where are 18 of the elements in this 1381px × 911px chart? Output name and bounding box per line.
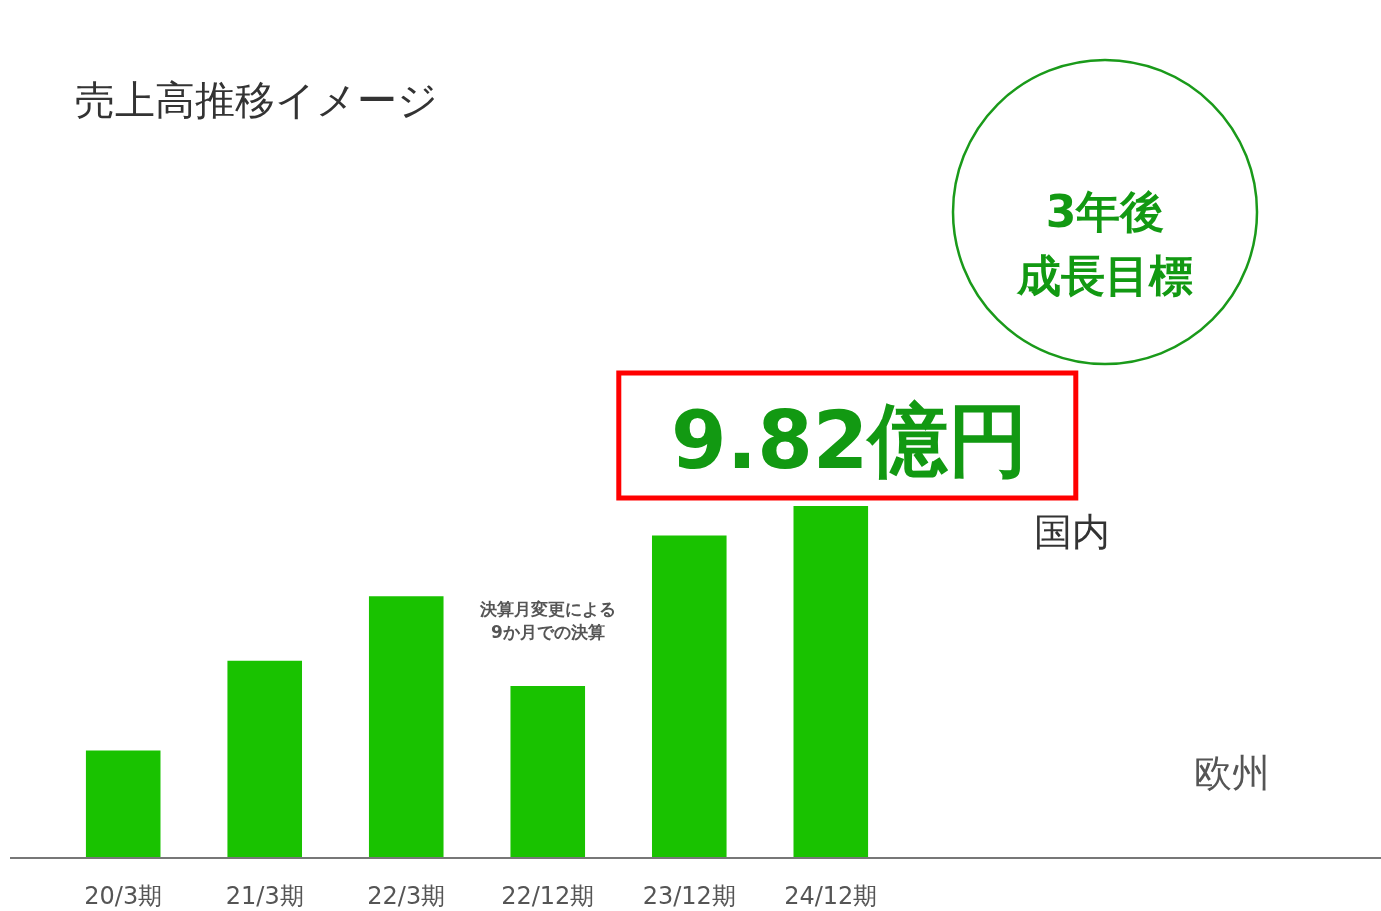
text: 国内	[1034, 510, 1110, 554]
text: 欧州	[1194, 751, 1270, 795]
bar	[793, 506, 869, 858]
bar	[510, 685, 586, 858]
bar	[651, 535, 727, 858]
bar	[85, 750, 161, 858]
x-tick-label: 22/12期	[501, 881, 595, 910]
bar	[227, 660, 303, 858]
bar	[368, 596, 444, 858]
x-tick-label: 23/12期	[642, 881, 736, 910]
x-tick-label: 20/3期	[84, 881, 163, 910]
x-tick-label: 24/12期	[784, 881, 878, 910]
x-tick-label: 21/3期	[225, 881, 304, 910]
annotation: 決算月変更による9か月での決算	[479, 599, 616, 642]
data-label: 9.82億円	[671, 394, 1029, 487]
x-tick-label: 22/3期	[367, 881, 446, 910]
chart-title: 売上高推移イメージ	[75, 77, 438, 123]
text: 3年後成長目標	[1016, 186, 1193, 301]
